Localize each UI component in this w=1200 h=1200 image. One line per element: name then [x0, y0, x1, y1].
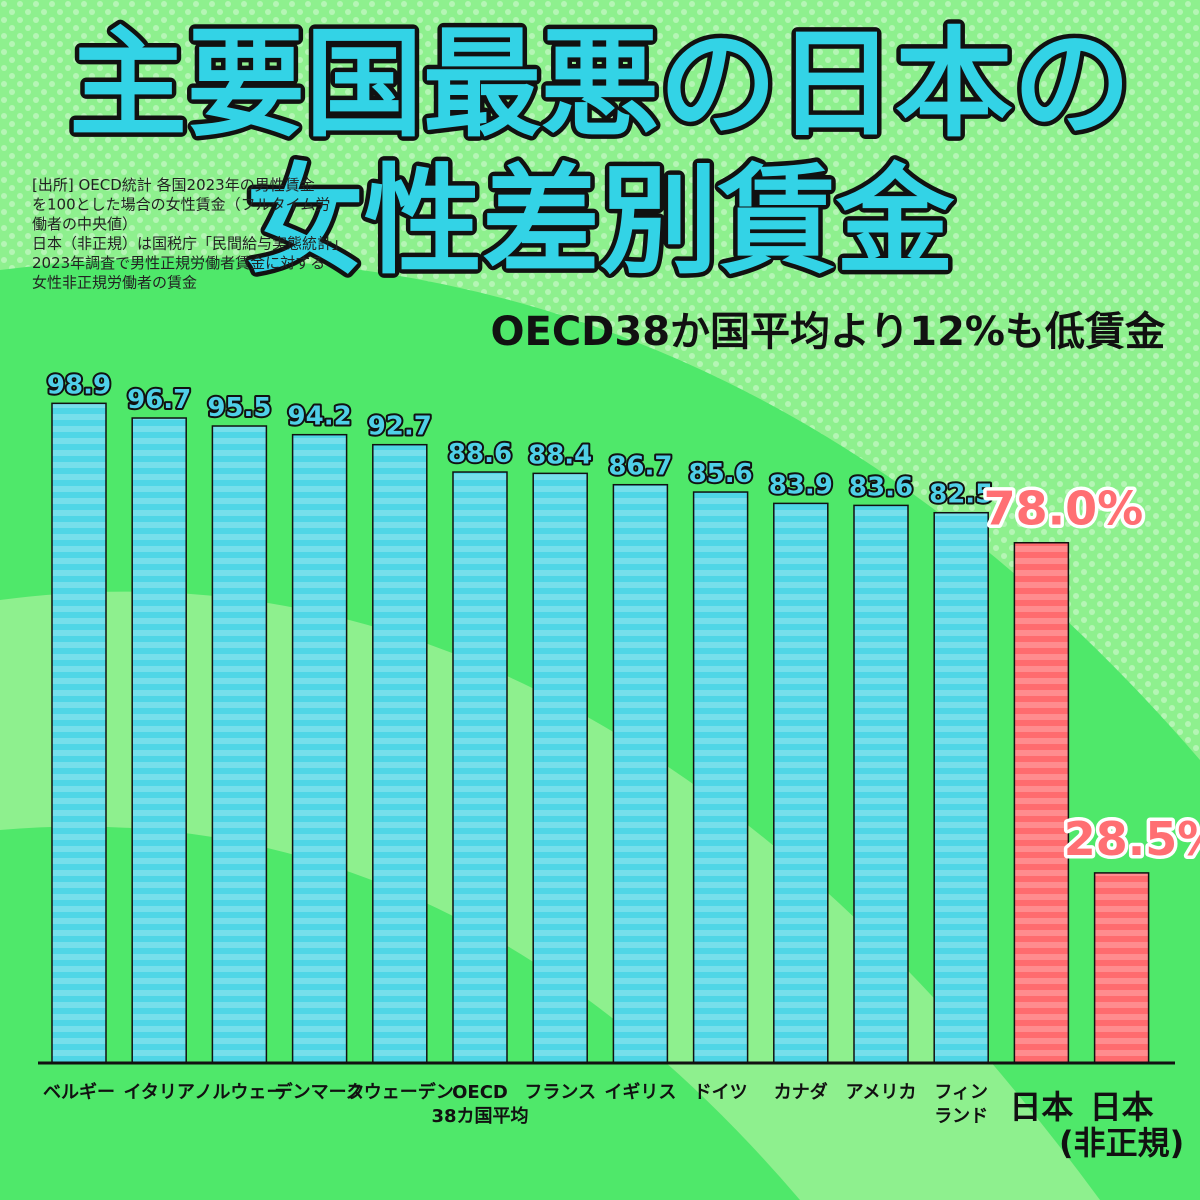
source-note: 日本（非正規）は国税庁「民間給与実態統計」 — [32, 235, 347, 253]
value-label: 85.6 — [689, 459, 753, 489]
value-label: 96.7 — [127, 385, 191, 415]
x-tick-label: イギリス — [604, 1082, 676, 1103]
bar — [612, 483, 669, 1064]
x-tick-label: 日本 — [1009, 1088, 1073, 1126]
bar — [51, 402, 107, 1064]
bar — [933, 511, 989, 1064]
chart-subtitle: OECD38か国平均より12%も低賃金 — [491, 309, 1166, 355]
value-label: 88.4 — [528, 440, 592, 470]
x-tick-label: カナダ — [774, 1081, 828, 1103]
value-label: 86.7 — [608, 452, 672, 482]
value-label: 83.6 — [849, 472, 913, 502]
x-tick-label: ノルウェー — [194, 1082, 284, 1103]
chart-title: 主要国最悪の日本の女性差別賃金 — [69, 15, 1131, 290]
bar — [853, 504, 909, 1064]
x-tick-label: ベルギー — [43, 1082, 115, 1103]
value-label: 78.0% — [984, 482, 1144, 536]
x-tick-label: フランス — [524, 1082, 596, 1103]
source-note: 働者の中央値） — [32, 215, 137, 233]
value-label: 94.2 — [288, 402, 352, 432]
bar — [532, 472, 588, 1064]
source-note: [出所] OECD統計 各国2023年の男性賃金 — [32, 176, 315, 194]
bar — [372, 443, 428, 1064]
bar — [692, 491, 749, 1064]
x-tick-label: イタリア — [124, 1082, 195, 1103]
value-label: 95.5 — [207, 393, 271, 423]
value-label: 92.7 — [368, 412, 432, 442]
bar — [131, 417, 187, 1064]
x-tick-label: スウェーデン — [346, 1081, 454, 1103]
value-label: 98.9 — [47, 370, 111, 400]
x-tick-label: 日本(非正規) — [1059, 1088, 1184, 1162]
bar — [773, 502, 829, 1064]
x-tick-label: ドイツ — [694, 1082, 748, 1103]
source-note: 女性非正規労働者の賃金 — [32, 274, 197, 292]
x-tick-label: OECD 38カ国平均 — [431, 1082, 528, 1127]
bar — [211, 425, 268, 1064]
source-note: を100とした場合の女性賃金（フルタイム労 — [32, 196, 330, 214]
x-tick-label: アメリカ — [845, 1082, 916, 1103]
bar — [291, 433, 348, 1064]
source-note: 2023年調査で男性正規労働者賃金に対する — [32, 254, 325, 272]
value-label: 88.6 — [448, 439, 512, 469]
value-label: 82.5 — [929, 480, 993, 510]
value-label: 83.9 — [769, 470, 833, 500]
x-tick-label: フィンランド — [934, 1082, 988, 1127]
bar — [1093, 872, 1150, 1064]
bar — [452, 471, 508, 1064]
value-label: 28.5% — [1064, 812, 1200, 866]
x-tick-label: デンマーク — [275, 1081, 365, 1103]
bar — [1013, 541, 1070, 1064]
